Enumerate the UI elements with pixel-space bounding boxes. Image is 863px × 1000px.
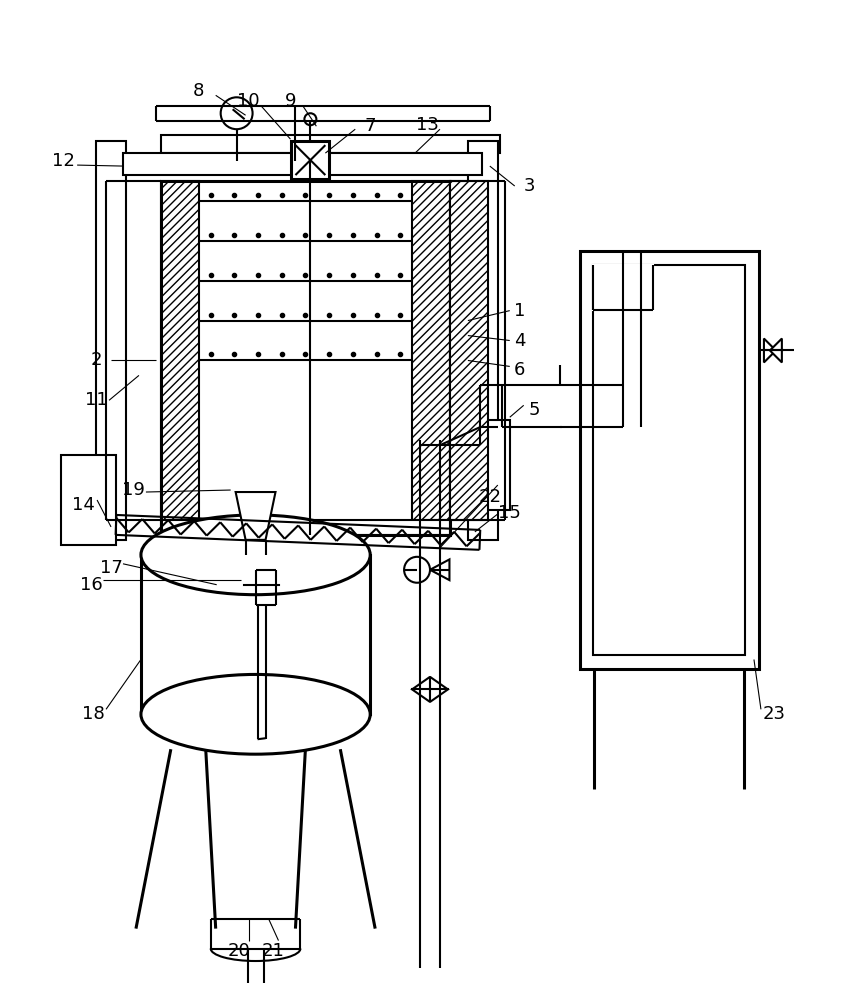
Text: 18: 18 xyxy=(82,705,104,723)
Text: 22: 22 xyxy=(478,488,501,506)
Bar xyxy=(161,135,500,153)
Text: 13: 13 xyxy=(416,116,438,134)
Bar xyxy=(96,141,126,540)
Text: 12: 12 xyxy=(52,152,74,170)
Text: 2: 2 xyxy=(91,351,102,369)
Text: 8: 8 xyxy=(193,82,205,100)
Text: 21: 21 xyxy=(262,942,285,960)
Bar xyxy=(161,520,450,535)
Bar xyxy=(161,181,198,520)
Text: 7: 7 xyxy=(364,117,376,135)
Text: 19: 19 xyxy=(122,481,144,499)
Bar xyxy=(450,181,488,520)
Bar xyxy=(468,141,498,540)
Polygon shape xyxy=(412,677,430,702)
Bar xyxy=(161,181,450,535)
Polygon shape xyxy=(261,572,280,597)
Text: 11: 11 xyxy=(85,391,108,409)
Text: 4: 4 xyxy=(514,332,526,350)
Text: 23: 23 xyxy=(762,705,785,723)
Polygon shape xyxy=(243,572,261,597)
Ellipse shape xyxy=(141,674,370,754)
Ellipse shape xyxy=(141,515,370,595)
Text: 16: 16 xyxy=(79,576,103,594)
Text: 5: 5 xyxy=(529,401,540,419)
Bar xyxy=(594,265,653,310)
Bar xyxy=(412,181,450,520)
Bar xyxy=(292,141,330,179)
Bar xyxy=(594,265,745,655)
Bar xyxy=(123,153,482,175)
Text: 3: 3 xyxy=(524,177,535,195)
Polygon shape xyxy=(764,339,776,362)
Text: 1: 1 xyxy=(514,302,526,320)
Polygon shape xyxy=(430,677,448,702)
Text: 10: 10 xyxy=(237,92,260,110)
Polygon shape xyxy=(236,492,275,540)
Polygon shape xyxy=(770,339,782,362)
Text: 9: 9 xyxy=(285,92,296,110)
Text: 20: 20 xyxy=(227,942,250,960)
Text: 14: 14 xyxy=(72,496,95,514)
Text: 15: 15 xyxy=(498,504,521,522)
Bar xyxy=(141,555,370,714)
Text: 17: 17 xyxy=(99,559,123,577)
Polygon shape xyxy=(430,559,450,580)
Bar xyxy=(580,251,759,669)
Bar xyxy=(61,455,116,545)
Text: 6: 6 xyxy=(514,361,526,379)
Bar xyxy=(469,420,510,510)
